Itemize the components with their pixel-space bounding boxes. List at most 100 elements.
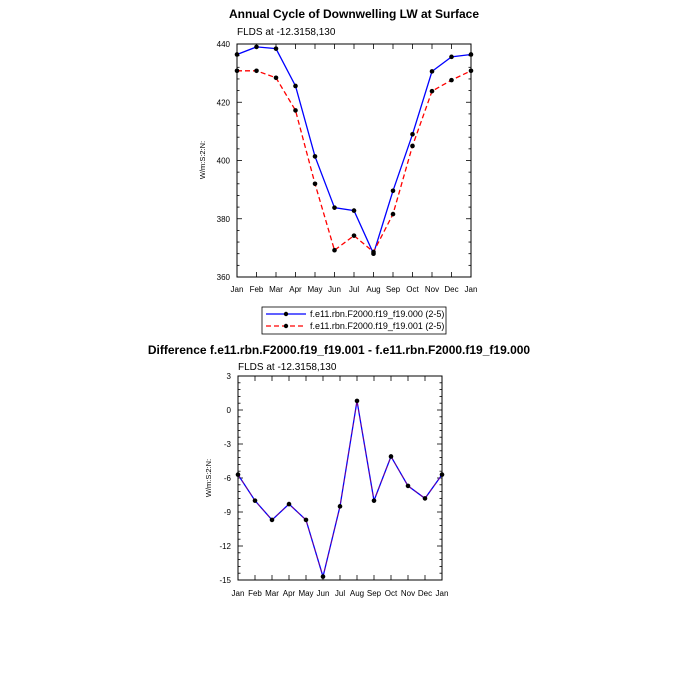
y-tick-label: 3 <box>227 372 232 381</box>
difference-chart: Difference f.e11.rbn.F2000.f19_f19.001 -… <box>148 343 531 598</box>
y-tick-label: 420 <box>217 98 231 107</box>
data-point <box>351 233 357 238</box>
data-point <box>410 143 415 149</box>
legend-marker-series-1 <box>283 311 289 317</box>
data-point <box>410 131 415 137</box>
x-tick-label: Nov <box>425 285 439 294</box>
data-point <box>468 52 474 57</box>
data-point <box>422 496 428 501</box>
data-point <box>371 249 376 255</box>
series-line-1 <box>236 46 472 256</box>
data-point <box>354 398 360 404</box>
y-tick-label: 440 <box>217 40 231 49</box>
data-point <box>449 77 454 83</box>
x-tick-label: Dec <box>444 285 458 294</box>
x-tick-label: Aug <box>350 589 364 598</box>
data-point <box>293 83 298 89</box>
y-tick-label: -9 <box>224 508 232 517</box>
x-tick-label: Sep <box>367 589 382 598</box>
data-point <box>337 504 343 509</box>
x-tick-label: Jan <box>465 285 478 294</box>
series-lines <box>234 44 474 256</box>
tick-labels: Jan Feb Mar Apr May Jun Jul Aug Sep Oct Nov Dec Jan3… <box>217 40 478 294</box>
x-tick-label: May <box>307 285 322 294</box>
data-point <box>405 483 411 489</box>
data-point <box>269 517 275 523</box>
y-tick-label: 0 <box>227 406 232 415</box>
series-overlay-line <box>237 400 443 578</box>
data-point <box>312 154 318 159</box>
plot-frame <box>236 43 472 278</box>
y-tick-label: -3 <box>224 440 232 449</box>
legend-box <box>261 306 447 335</box>
y-axis-label: W/m:S:2:N: <box>204 459 213 497</box>
y-tick-label: 400 <box>217 157 231 166</box>
x-tick-label: Jul <box>335 589 345 598</box>
chart-title: Difference f.e11.rbn.F2000.f19_f19.001 -… <box>148 343 531 357</box>
y-tick-label: 380 <box>217 215 231 224</box>
data-point <box>429 69 435 74</box>
x-tick-label: Feb <box>248 589 262 598</box>
data-point <box>286 501 292 507</box>
chart-title: Annual Cycle of Downwelling LW at Surfac… <box>229 7 479 21</box>
x-tick-label: Mar <box>269 285 283 294</box>
data-point <box>235 472 241 477</box>
y-tick-label: -15 <box>219 576 231 585</box>
x-tick-label: Jun <box>328 285 341 294</box>
chart-subtitle: FLDS at -12.3158,130 <box>237 27 336 38</box>
legend-label-series-2: f.e11.rbn.F2000.f19_f19.001 (2-5) <box>310 321 444 331</box>
x-tick-label: Jul <box>349 285 359 294</box>
data-point <box>273 75 279 81</box>
x-tick-label: Jan <box>232 589 245 598</box>
annual-cycle-chart: Annual Cycle of Downwelling LW at Surfac… <box>198 7 479 335</box>
y-tick-label: 360 <box>217 273 231 282</box>
data-point <box>388 454 394 459</box>
x-tick-label: May <box>298 589 313 598</box>
x-tick-label: Nov <box>401 589 415 598</box>
data-point <box>234 68 240 74</box>
data-point <box>254 44 259 50</box>
data-point <box>252 498 258 503</box>
legend: f.e11.rbn.F2000.f19_f19.000 (2-5) f.e11.… <box>261 306 447 335</box>
data-point <box>234 52 240 57</box>
tick-labels: Jan Feb Mar Apr May Jun Jul Aug Sep Oct Nov Dec Jan-… <box>219 372 448 598</box>
data-point <box>390 211 396 217</box>
series-line-2 <box>237 70 472 253</box>
axis-ticks <box>237 375 443 581</box>
y-axis-label: W/m:S:2:N: <box>198 141 207 179</box>
plot-frame <box>237 375 443 581</box>
data-point <box>449 54 454 60</box>
x-tick-label: Dec <box>418 589 432 598</box>
data-point <box>273 46 279 51</box>
x-tick-label: Sep <box>386 285 401 294</box>
data-point <box>320 574 326 579</box>
data-point <box>293 108 298 113</box>
data-point <box>371 498 377 503</box>
x-tick-label: Jan <box>231 285 244 294</box>
series-lines <box>235 398 445 580</box>
data-point <box>332 247 337 253</box>
x-tick-label: Feb <box>250 285 264 294</box>
x-tick-label: Apr <box>283 589 296 598</box>
x-tick-label: Oct <box>385 589 398 598</box>
axis-ticks <box>236 43 472 278</box>
y-tick-label: -12 <box>219 542 231 551</box>
data-point <box>312 181 318 187</box>
x-tick-label: Jan <box>436 589 449 598</box>
data-point <box>390 188 396 194</box>
data-point <box>332 205 337 210</box>
chart-subtitle: FLDS at -12.3158,130 <box>238 362 337 373</box>
data-point <box>303 517 309 523</box>
data-point <box>254 68 259 74</box>
legend-label-series-1: f.e11.rbn.F2000.f19_f19.000 (2-5) <box>310 309 444 319</box>
x-tick-label: Apr <box>289 285 302 294</box>
x-tick-label: Aug <box>366 285 380 294</box>
data-point <box>351 208 357 213</box>
x-tick-label: Jun <box>317 589 330 598</box>
x-tick-label: Mar <box>265 589 279 598</box>
legend-marker-series-2 <box>283 323 289 329</box>
x-tick-label: Oct <box>406 285 419 294</box>
data-point <box>468 68 474 74</box>
data-point <box>439 472 445 477</box>
